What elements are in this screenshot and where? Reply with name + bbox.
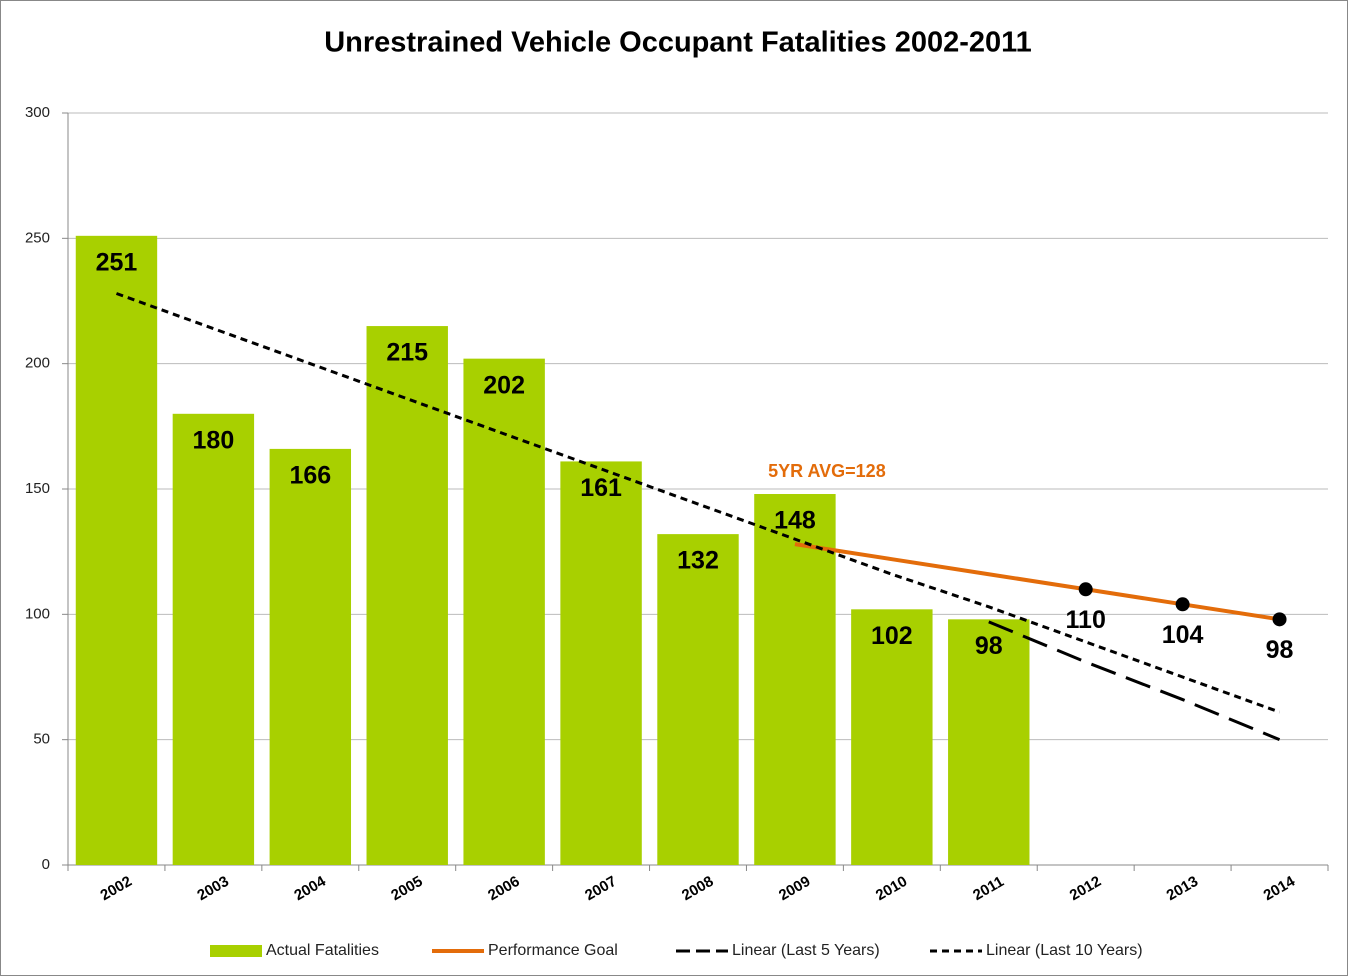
data-label: 180: [193, 426, 235, 454]
bar: [657, 534, 739, 865]
bar: [75, 235, 158, 865]
bar: [172, 413, 255, 865]
y-tick-label: 150: [25, 480, 50, 497]
annotation: 5YR AVG=128: [768, 461, 886, 481]
data-label: 166: [289, 462, 331, 490]
data-label: 104: [1162, 621, 1204, 649]
legend-label: Performance Goal: [488, 942, 618, 959]
legend-swatch: [210, 945, 262, 957]
y-tick-label: 50: [33, 731, 50, 748]
bar: [851, 609, 933, 865]
data-label: 202: [483, 371, 525, 399]
data-label: 251: [96, 248, 138, 276]
bar: [560, 461, 642, 865]
marker: [1272, 612, 1287, 627]
data-label: 215: [386, 339, 428, 367]
marker: [1078, 582, 1093, 597]
y-tick-label: 100: [25, 605, 50, 622]
trend-line: [988, 620, 1281, 742]
data-label: 98: [975, 632, 1003, 660]
y-tick-label: 250: [25, 229, 50, 246]
data-label: 102: [871, 622, 913, 650]
y-tick-label: 300: [25, 104, 50, 121]
legend-label: Actual Fatalities: [266, 942, 379, 959]
bar: [754, 494, 836, 865]
chart-title: Unrestrained Vehicle Occupant Fatalities…: [324, 27, 1032, 59]
marker: [1175, 597, 1190, 612]
data-label: 161: [580, 474, 622, 502]
y-tick-label: 200: [25, 355, 50, 372]
y-tick-label: 0: [42, 856, 50, 873]
trend-line: [794, 542, 1280, 622]
bar: [948, 619, 1030, 865]
data-label: 132: [677, 547, 719, 575]
data-label: 98: [1266, 636, 1294, 664]
data-label: 110: [1066, 606, 1106, 634]
legend-label: Linear (Last 5 Years): [732, 942, 880, 959]
trend-line: [115, 292, 1281, 714]
bar: [269, 448, 352, 865]
data-label: 148: [774, 507, 816, 535]
legend-label: Linear (Last 10 Years): [986, 942, 1143, 959]
bar: [463, 358, 545, 865]
bar: [366, 326, 448, 866]
